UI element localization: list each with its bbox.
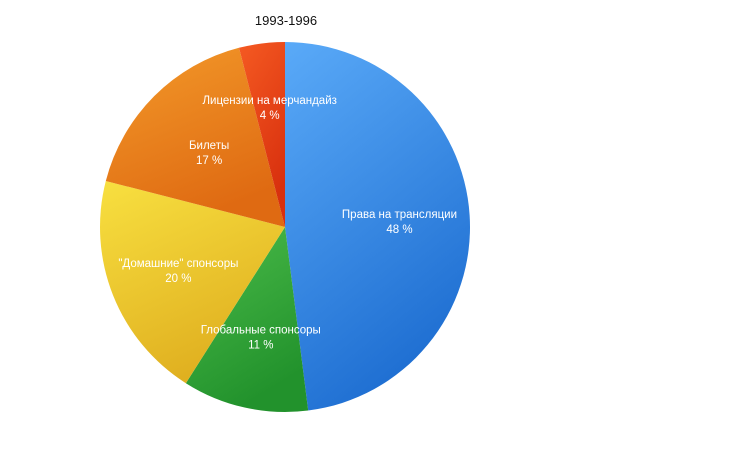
pie-slice-1: [285, 42, 471, 411]
pie-slice-2: [185, 227, 309, 412]
slice-value-2: 11 %: [248, 339, 273, 351]
pie-slices: [100, 42, 471, 412]
pie-slice-5: [238, 42, 285, 227]
pie-slice-4: [105, 47, 285, 227]
chart-title: 1993-1996: [254, 13, 318, 28]
slice-label-3: "Домашние" спонсоры: [118, 258, 238, 270]
slice-label-5: Лицензии на мерчандайз: [202, 95, 336, 107]
pie-slice-3: [100, 180, 286, 384]
slice-value-3: 20 %: [165, 273, 191, 285]
slice-label-4: Билеты: [189, 140, 229, 152]
slice-value-5: 4 %: [260, 110, 280, 122]
slice-label-1: Права на трансляции: [342, 209, 457, 221]
slice-value-1: 48 %: [386, 224, 412, 236]
pie-labels: Права на трансляции 48 % Глобальные спонсо…: [118, 95, 457, 351]
slice-label-2: Глобальные спонсоры: [201, 324, 321, 336]
slice-value-4: 17 %: [196, 155, 222, 167]
